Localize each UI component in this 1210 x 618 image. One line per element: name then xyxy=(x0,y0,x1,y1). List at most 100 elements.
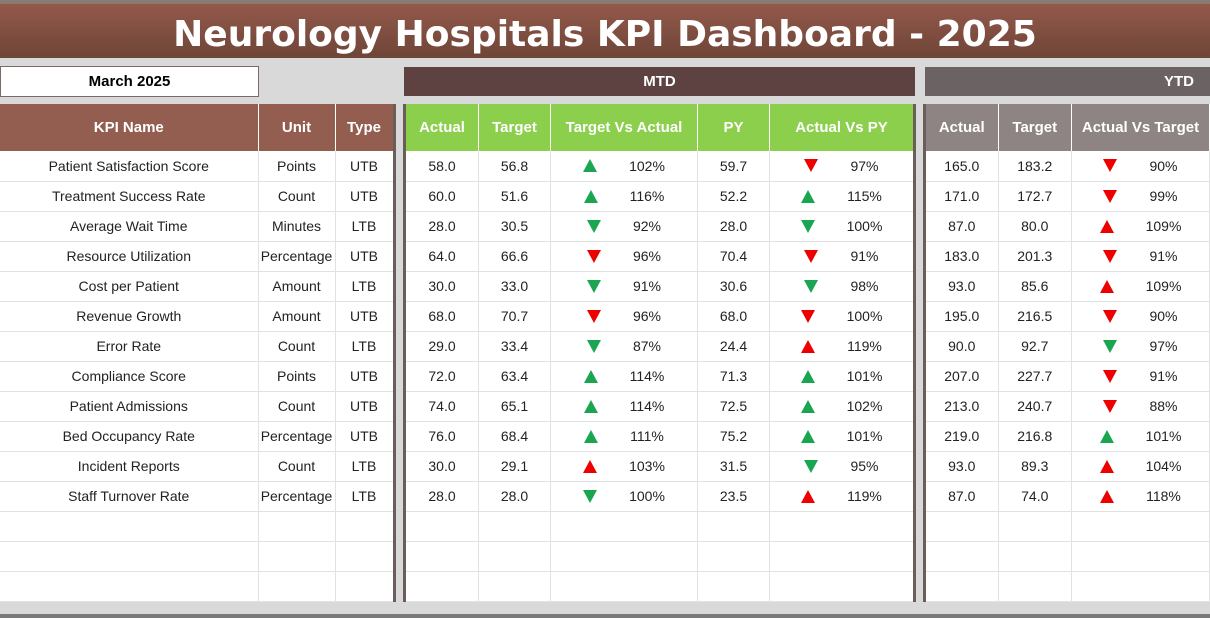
empty-cell xyxy=(335,541,395,572)
mtd-actual: 74.0 xyxy=(404,391,479,422)
ytd-actual: 219.0 xyxy=(924,421,999,452)
target-vs-actual: 96% xyxy=(550,301,698,332)
empty-cell xyxy=(998,541,1073,572)
actual-vs-py: 119% xyxy=(769,481,915,512)
ytd-actual-vs-target: 101% xyxy=(1071,421,1210,452)
ytd-actual: 195.0 xyxy=(924,301,999,332)
ytd-actual: 93.0 xyxy=(924,451,999,482)
arrow-up-icon xyxy=(800,399,815,413)
table-row: Staff Turnover Rate Percentage LTB xyxy=(0,481,395,512)
kpi-name: Resource Utilization xyxy=(0,241,259,272)
empty-cell xyxy=(697,511,770,542)
mtd-actual: 30.0 xyxy=(404,451,479,482)
arrow-up-icon xyxy=(583,189,598,203)
arrow-down-icon xyxy=(583,489,598,503)
kpi-name: Error Rate xyxy=(0,331,259,362)
empty-cell xyxy=(258,541,336,572)
target-vs-actual: 102% xyxy=(550,151,698,182)
header-unit: Unit xyxy=(258,104,336,151)
empty-cell xyxy=(258,571,336,602)
ytd-target: 74.0 xyxy=(998,481,1073,512)
empty-row xyxy=(404,541,915,572)
mtd-target: 28.0 xyxy=(478,481,551,512)
table-row: 74.0 65.1 114% 72.5 102% xyxy=(404,391,915,422)
arrow-down-icon xyxy=(804,459,819,473)
month-selector[interactable]: March 2025 xyxy=(0,66,259,97)
table-row: 72.0 63.4 114% 71.3 101% xyxy=(404,361,915,392)
dashboard-title: Neurology Hospitals KPI Dashboard - 2025 xyxy=(0,0,1210,58)
mtd-py: 71.3 xyxy=(697,361,770,392)
empty-cell xyxy=(550,511,698,542)
ytd-target: 89.3 xyxy=(998,451,1073,482)
kpi-type: UTB xyxy=(335,151,395,182)
actual-vs-py: 101% xyxy=(769,421,915,452)
table-row: Error Rate Count LTB xyxy=(0,331,395,362)
ytd-target: 201.3 xyxy=(998,241,1073,272)
arrow-up-icon xyxy=(801,339,816,353)
kpi-unit: Percentage xyxy=(258,421,336,452)
mtd-target: 63.4 xyxy=(478,361,551,392)
header-actual-vs-py: Actual Vs PY xyxy=(769,104,915,151)
kpi-type: LTB xyxy=(335,481,395,512)
kpi-unit: Count xyxy=(258,391,336,422)
ytd-actual: 87.0 xyxy=(924,211,999,242)
ytd-target: 227.7 xyxy=(998,361,1073,392)
ytd-table: Actual Target Actual Vs Target 165.0 183.… xyxy=(923,104,1210,602)
arrow-down-icon xyxy=(586,309,601,323)
kpi-name: Patient Admissions xyxy=(0,391,259,422)
target-vs-actual: 114% xyxy=(550,361,698,392)
table-row: Treatment Success Rate Count UTB xyxy=(0,181,395,212)
table-row: 30.0 33.0 91% 30.6 98% xyxy=(404,271,915,302)
kpi-type: LTB xyxy=(335,331,395,362)
ytd-actual-vs-target: 99% xyxy=(1071,181,1210,212)
table-row: 29.0 33.4 87% 24.4 119% xyxy=(404,331,915,362)
header-mtd-actual: Actual xyxy=(404,104,479,151)
mtd-actual: 58.0 xyxy=(404,151,479,182)
mtd-actual: 64.0 xyxy=(404,241,479,272)
actual-vs-py: 91% xyxy=(769,241,915,272)
empty-row xyxy=(924,511,1210,542)
mtd-target: 65.1 xyxy=(478,391,551,422)
table-row: 58.0 56.8 102% 59.7 97% xyxy=(404,151,915,182)
actual-vs-py: 97% xyxy=(769,151,915,182)
mtd-py: 72.5 xyxy=(697,391,770,422)
mtd-target: 70.7 xyxy=(478,301,551,332)
ytd-actual-vs-target: 90% xyxy=(1071,301,1210,332)
table-row: Average Wait Time Minutes LTB xyxy=(0,211,395,242)
kpi-unit: Points xyxy=(258,151,336,182)
ytd-actual: 87.0 xyxy=(924,481,999,512)
empty-cell xyxy=(1071,571,1210,602)
table-row: 171.0 172.7 99% xyxy=(924,181,1210,212)
ytd-actual-vs-target: 118% xyxy=(1071,481,1210,512)
kpi-unit: Count xyxy=(258,181,336,212)
header-mtd-target: Target xyxy=(478,104,551,151)
arrow-down-icon xyxy=(804,159,819,173)
actual-vs-py: 119% xyxy=(769,331,915,362)
actual-vs-py: 98% xyxy=(769,271,915,302)
mtd-target: 51.6 xyxy=(478,181,551,212)
kpi-unit: Amount xyxy=(258,301,336,332)
table-row: 60.0 51.6 116% 52.2 115% xyxy=(404,181,915,212)
arrow-down-icon xyxy=(586,279,601,293)
arrow-up-icon xyxy=(584,429,599,443)
ytd-target: 216.5 xyxy=(998,301,1073,332)
ytd-actual: 93.0 xyxy=(924,271,999,302)
ytd-actual: 213.0 xyxy=(924,391,999,422)
ytd-actual: 171.0 xyxy=(924,181,999,212)
empty-row xyxy=(0,571,395,602)
table-row: 207.0 227.7 91% xyxy=(924,361,1210,392)
empty-cell xyxy=(0,541,259,572)
table-row: Resource Utilization Percentage UTB xyxy=(0,241,395,272)
table-row: 28.0 28.0 100% 23.5 119% xyxy=(404,481,915,512)
arrow-up-icon xyxy=(1099,279,1114,293)
mtd-actual: 76.0 xyxy=(404,421,479,452)
mtd-py: 70.4 xyxy=(697,241,770,272)
table-row: 87.0 80.0 109% xyxy=(924,211,1210,242)
arrow-up-icon xyxy=(800,369,815,383)
mtd-target: 56.8 xyxy=(478,151,551,182)
header-ytd-actual: Actual xyxy=(924,104,999,151)
table-row: 183.0 201.3 91% xyxy=(924,241,1210,272)
actual-vs-py: 115% xyxy=(769,181,915,212)
kpi-info-table: KPI Name Unit Type Patient Satisfaction … xyxy=(0,104,396,602)
ytd-target: 240.7 xyxy=(998,391,1073,422)
